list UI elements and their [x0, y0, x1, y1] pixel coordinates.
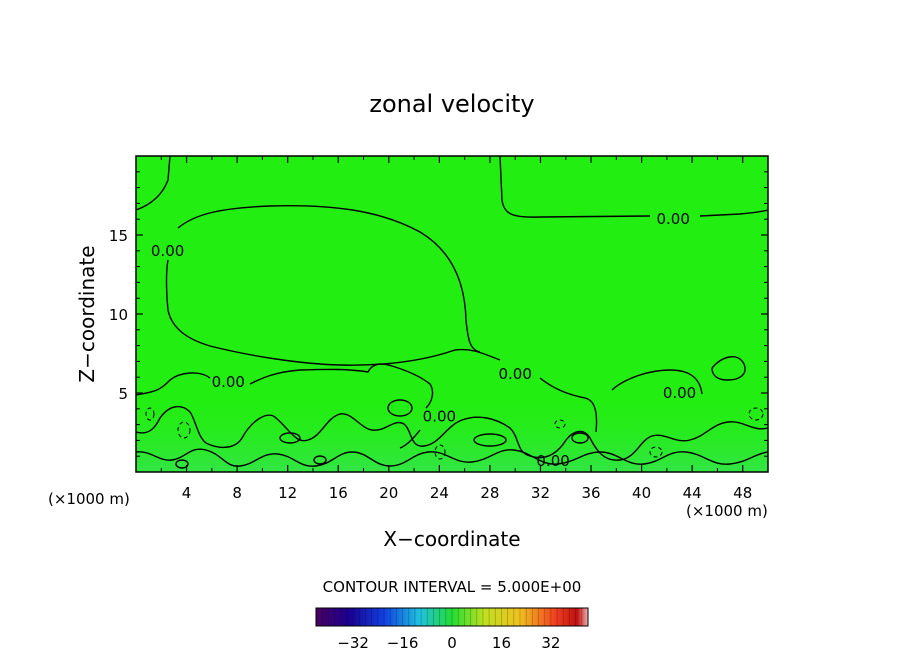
small-eddy-6	[175, 459, 189, 469]
colorbar-tick-label: 32	[541, 634, 560, 652]
colorbar-tick-label: 0	[447, 634, 457, 652]
colorbar-tick-label: 16	[492, 634, 511, 652]
contour-interval-text: CONTOUR INTERVAL = 5.000E+00	[323, 578, 582, 596]
y-tick-label: 5	[118, 385, 128, 403]
colorbar-gradient	[315, 607, 589, 627]
contour-lines	[136, 156, 768, 469]
y-tick-label: 15	[109, 227, 128, 245]
x-tick-label: 48	[733, 484, 752, 502]
x-axis-label: X−coordinate	[383, 527, 520, 551]
zero-contour-upper-loop	[165, 259, 501, 366]
contour-label: 0.00	[151, 242, 184, 260]
zero-contour-upper-right	[499, 156, 768, 218]
bottom-contour-chain	[136, 405, 768, 461]
plot-area: 0.00 0.00 0.00 0.00 0.00 0.00 0.00	[136, 156, 768, 472]
contour-label: 0.00	[663, 384, 696, 402]
small-eddy-5	[313, 455, 327, 465]
y-axis-label: Z−coordinate	[75, 245, 99, 382]
small-eddy-2	[473, 433, 507, 447]
neg-eddy-1	[177, 421, 191, 439]
zero-contour-right-mid	[539, 369, 703, 433]
zero-contour-top-left	[136, 156, 171, 211]
neg-eddy-2	[145, 407, 155, 421]
x-tick-label: 32	[531, 484, 550, 502]
contour-label: 0.00	[656, 210, 689, 228]
colorbar-tick-label: −16	[387, 634, 419, 652]
y-tick-label: 10	[109, 306, 128, 324]
x-tick-label: 24	[430, 484, 449, 502]
small-eddy-3	[387, 399, 413, 417]
contour-labels: 0.00 0.00 0.00 0.00 0.00 0.00 0.00	[151, 210, 696, 470]
colorbar-ticks: −32 −16 0 16 32	[337, 634, 560, 652]
small-eddy-4	[571, 432, 589, 444]
x-tick-label: 8	[232, 484, 242, 502]
colorbar-stripes	[321, 608, 583, 626]
neg-eddy-5	[748, 407, 764, 421]
x-unit-left: (×1000 m)	[48, 490, 130, 508]
x-tick-label: 44	[683, 484, 702, 502]
x-tick-label: 12	[278, 484, 297, 502]
x-unit-right: (×1000 m)	[686, 502, 768, 520]
colorbar: −32 −16 0 16 32	[315, 607, 589, 652]
small-eddy-1	[279, 432, 301, 444]
x-tick-label: 28	[480, 484, 499, 502]
neg-eddy-4	[649, 446, 663, 458]
x-tick-label: 4	[182, 484, 192, 502]
contour-label: 0.00	[423, 408, 456, 426]
neg-eddy-6	[554, 419, 566, 429]
neg-eddy-3	[434, 444, 446, 460]
zero-contour-right-small	[711, 356, 746, 381]
contour-label: 0.00	[536, 452, 569, 470]
contour-label: 0.00	[498, 365, 531, 383]
x-tick-label: 40	[632, 484, 651, 502]
chart-title: zonal velocity	[369, 90, 534, 118]
x-tick-label: 20	[379, 484, 398, 502]
dashed-negative-contours	[145, 407, 764, 460]
near-surface-band	[136, 390, 768, 472]
zero-contour-upper-loop-top	[177, 204, 481, 353]
contour-label: 0.00	[212, 373, 245, 391]
colorbar-tick-label: −32	[337, 634, 369, 652]
bottom-contour-chain-2	[136, 448, 768, 467]
x-tick-label: 36	[581, 484, 600, 502]
x-tick-label: 16	[329, 484, 348, 502]
